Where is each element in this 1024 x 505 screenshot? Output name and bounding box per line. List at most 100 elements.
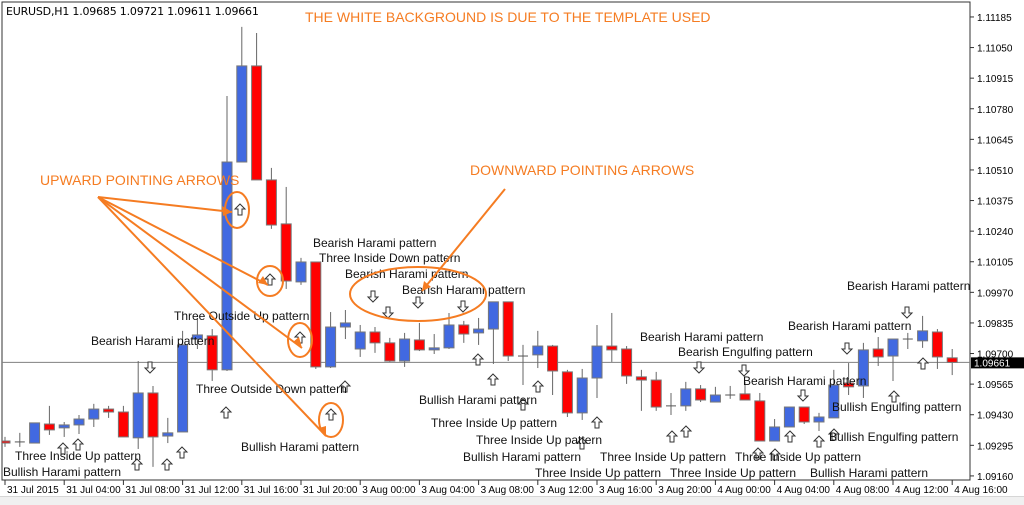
candle [695,385,707,403]
bear-candle-body [606,345,618,351]
candle [769,419,781,442]
pattern-label: Three Outside Down pattern [196,382,347,396]
down-arrow-icon [411,296,425,309]
pointer-line [97,196,269,286]
pattern-label: Bullish Engulfing pattern [829,430,958,444]
up-arrow-icon [887,390,901,403]
x-tick-label: 31 Jul 2015 [7,485,59,496]
pattern-label: Bullish Harami pattern [241,440,359,454]
up-arrow-icon [768,448,782,461]
y-tick-label: 1.11185 [977,13,1012,24]
pattern-label: Bullish Engulfing pattern [832,400,961,414]
x-tick-label: 31 Jul 08:00 [125,485,180,496]
bull-candle-body [887,338,899,357]
candle [666,392,676,415]
y-tick-label: 1.09295 [977,441,1014,452]
candle [473,317,485,345]
candle [14,432,25,447]
candle [88,403,100,427]
up-arrow-icon [665,430,679,443]
current-price-value: 1.09661 [974,358,1011,369]
x-tick-label: 3 Aug 00:00 [362,485,416,496]
bull-candle-body [29,422,41,444]
bear-candle-body [103,408,115,413]
bull-candle-body [487,301,499,330]
candle [902,332,913,349]
bear-candle-body [635,376,647,381]
bull-candle-body [73,418,85,426]
bull-candle-body [399,338,411,362]
bull-candle-body [339,322,351,328]
candle [591,324,603,398]
pattern-label: Three Inside Up pattern [670,466,796,480]
x-tick-label: 4 Aug 16:00 [954,485,1008,496]
arrowhead [222,206,232,216]
candle [206,329,218,381]
bull-candle-body [828,384,840,419]
bear-candle-body [739,393,751,401]
up-arrow-icon [516,398,530,411]
pattern-label: Bearish Harami pattern [402,283,525,297]
candle [384,337,396,362]
bull-candle-body [295,261,307,283]
y-tick-label: 1.09430 [977,411,1014,422]
pattern-label: Bullish Harami pattern [419,393,537,407]
bull-candle-body [769,426,781,442]
x-tick-label: 3 Aug 12:00 [540,485,594,496]
candle [843,363,855,396]
highlight-ellipse [349,266,487,322]
up-arrow-icon [338,380,352,393]
candle [635,369,647,411]
bear-candle-body [206,335,218,371]
bear-candle-body [695,388,707,401]
y-tick-label: 1.10510 [977,166,1014,177]
symbol-info: EURUSD,H1 1.09685 1.09721 1.09611 1.0966… [6,5,259,18]
y-tick-label: 1.11050 [977,44,1013,55]
candle [621,346,633,384]
pattern-label: Bearish Harami pattern [640,330,763,344]
candle [73,414,85,434]
pointer-line [421,188,506,292]
pattern-label: Bearish Harami pattern [847,279,970,293]
bull-candle-body [680,388,692,407]
candle [43,405,55,435]
candle [236,26,248,163]
bear-candle-body [43,423,55,431]
candle [887,338,899,381]
x-tick-label: 4 Aug 08:00 [836,485,890,496]
y-tick-label: 1.09565 [977,380,1014,391]
pattern-label: Three Inside Up pattern [431,416,557,430]
up-arrow-icon [575,437,589,450]
candle [709,386,721,403]
candle [399,332,411,367]
candle [339,310,351,340]
up-arrow-icon [783,430,797,443]
x-tick-label: 4 Aug 12:00 [895,485,949,496]
y-tick-label: 1.09835 [977,319,1014,330]
bear-candle-body [946,357,958,363]
bear-candle-body [502,301,514,357]
bottom-status-strip [0,496,1024,505]
y-tick-label: 1.10375 [977,197,1014,208]
candle [369,327,381,353]
x-tick-label: 31 Jul 04:00 [66,485,121,496]
up-arrow-icon [56,442,70,455]
pattern-label: Bearish Engulfing pattern [678,345,813,359]
highlight-ellipse [256,265,284,297]
bull-candle-body [177,344,189,433]
pattern-label: Three Inside Up pattern [476,433,602,447]
bull-candle-body [132,392,144,439]
candle [798,406,810,425]
up-arrow-icon [590,416,604,429]
pattern-label: Bearish Harami pattern [91,334,214,348]
bear-candle-body [280,223,292,282]
candle [931,329,943,369]
pattern-label: Bullish Harami pattern [810,466,928,480]
y-tick-label: 1.10645 [977,135,1014,146]
up-arrow-icon [827,428,841,441]
pattern-label: Three Inside Up pattern [600,450,726,464]
up-arrow-icon [263,273,277,286]
price-axis: 1.11185 1.11050 1.10915 1.10780 1.10645 1.105… [970,13,1014,483]
